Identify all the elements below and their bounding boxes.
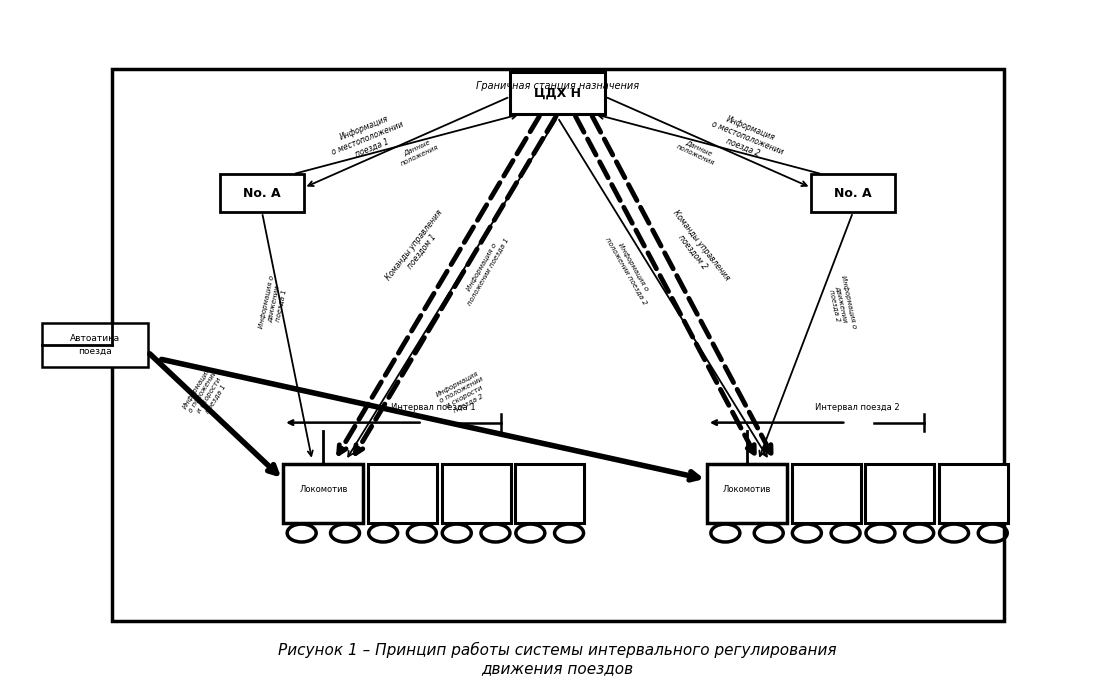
- Text: Информация о
положении поезда 1: Информация о положении поезда 1: [460, 233, 510, 306]
- Bar: [515, 464, 584, 523]
- Text: Рисунок 1 – Принцип работы системы интервального регулирования
движения поездов: Рисунок 1 – Принцип работы системы интер…: [279, 642, 836, 676]
- Bar: [442, 464, 511, 523]
- Bar: [42, 323, 147, 367]
- Bar: [939, 464, 1008, 523]
- Bar: [812, 175, 894, 213]
- Text: Автоатика
поезда: Автоатика поезда: [70, 334, 119, 356]
- Text: Информация
о положении
и скорости
поезда 2: Информация о положении и скорости поезда…: [435, 370, 491, 417]
- Bar: [283, 464, 363, 523]
- Text: No. А: No. А: [834, 187, 872, 199]
- Bar: [220, 175, 303, 213]
- Text: Информация о
движении
поезда 1: Информация о движении поезда 1: [258, 275, 289, 332]
- Text: Информация
о положении
и скорости
поезда 1: Информация о положении и скорости поезда…: [182, 366, 231, 421]
- Text: Интервал поезда 2: Интервал поезда 2: [815, 403, 900, 413]
- Text: Интервал поезда 1: Интервал поезда 1: [391, 403, 476, 413]
- Text: Информация
о местоположении
поезда 1: Информация о местоположении поезда 1: [327, 110, 409, 166]
- Text: Данные
положения: Данные положения: [676, 137, 718, 166]
- Text: Команды управления
поездом 1: Команды управления поездом 1: [384, 208, 453, 288]
- Bar: [865, 464, 934, 523]
- Bar: [511, 72, 604, 114]
- Text: Команды управления
поездом 2: Команды управления поездом 2: [662, 208, 731, 288]
- Text: Информация
о местоположении
поезда 2: Информация о местоположении поезда 2: [706, 110, 788, 166]
- Text: Данные
положения: Данные положения: [397, 137, 439, 166]
- Text: No. А: No. А: [243, 187, 281, 199]
- Bar: [707, 464, 787, 523]
- Text: ЦДХ Н: ЦДХ Н: [534, 87, 581, 99]
- Bar: [792, 464, 861, 523]
- Text: Информация о
положении поезда 2: Информация о положении поезда 2: [605, 233, 655, 306]
- Text: Локомотив: Локомотив: [723, 485, 772, 495]
- Text: Локомотив: Локомотив: [299, 485, 348, 495]
- Text: Информация о
движении
поезда 2: Информация о движении поезда 2: [826, 275, 857, 332]
- Bar: [112, 69, 1004, 621]
- Text: Граничная станция назначения: Граничная станция назначения: [476, 81, 639, 91]
- Bar: [368, 464, 437, 523]
